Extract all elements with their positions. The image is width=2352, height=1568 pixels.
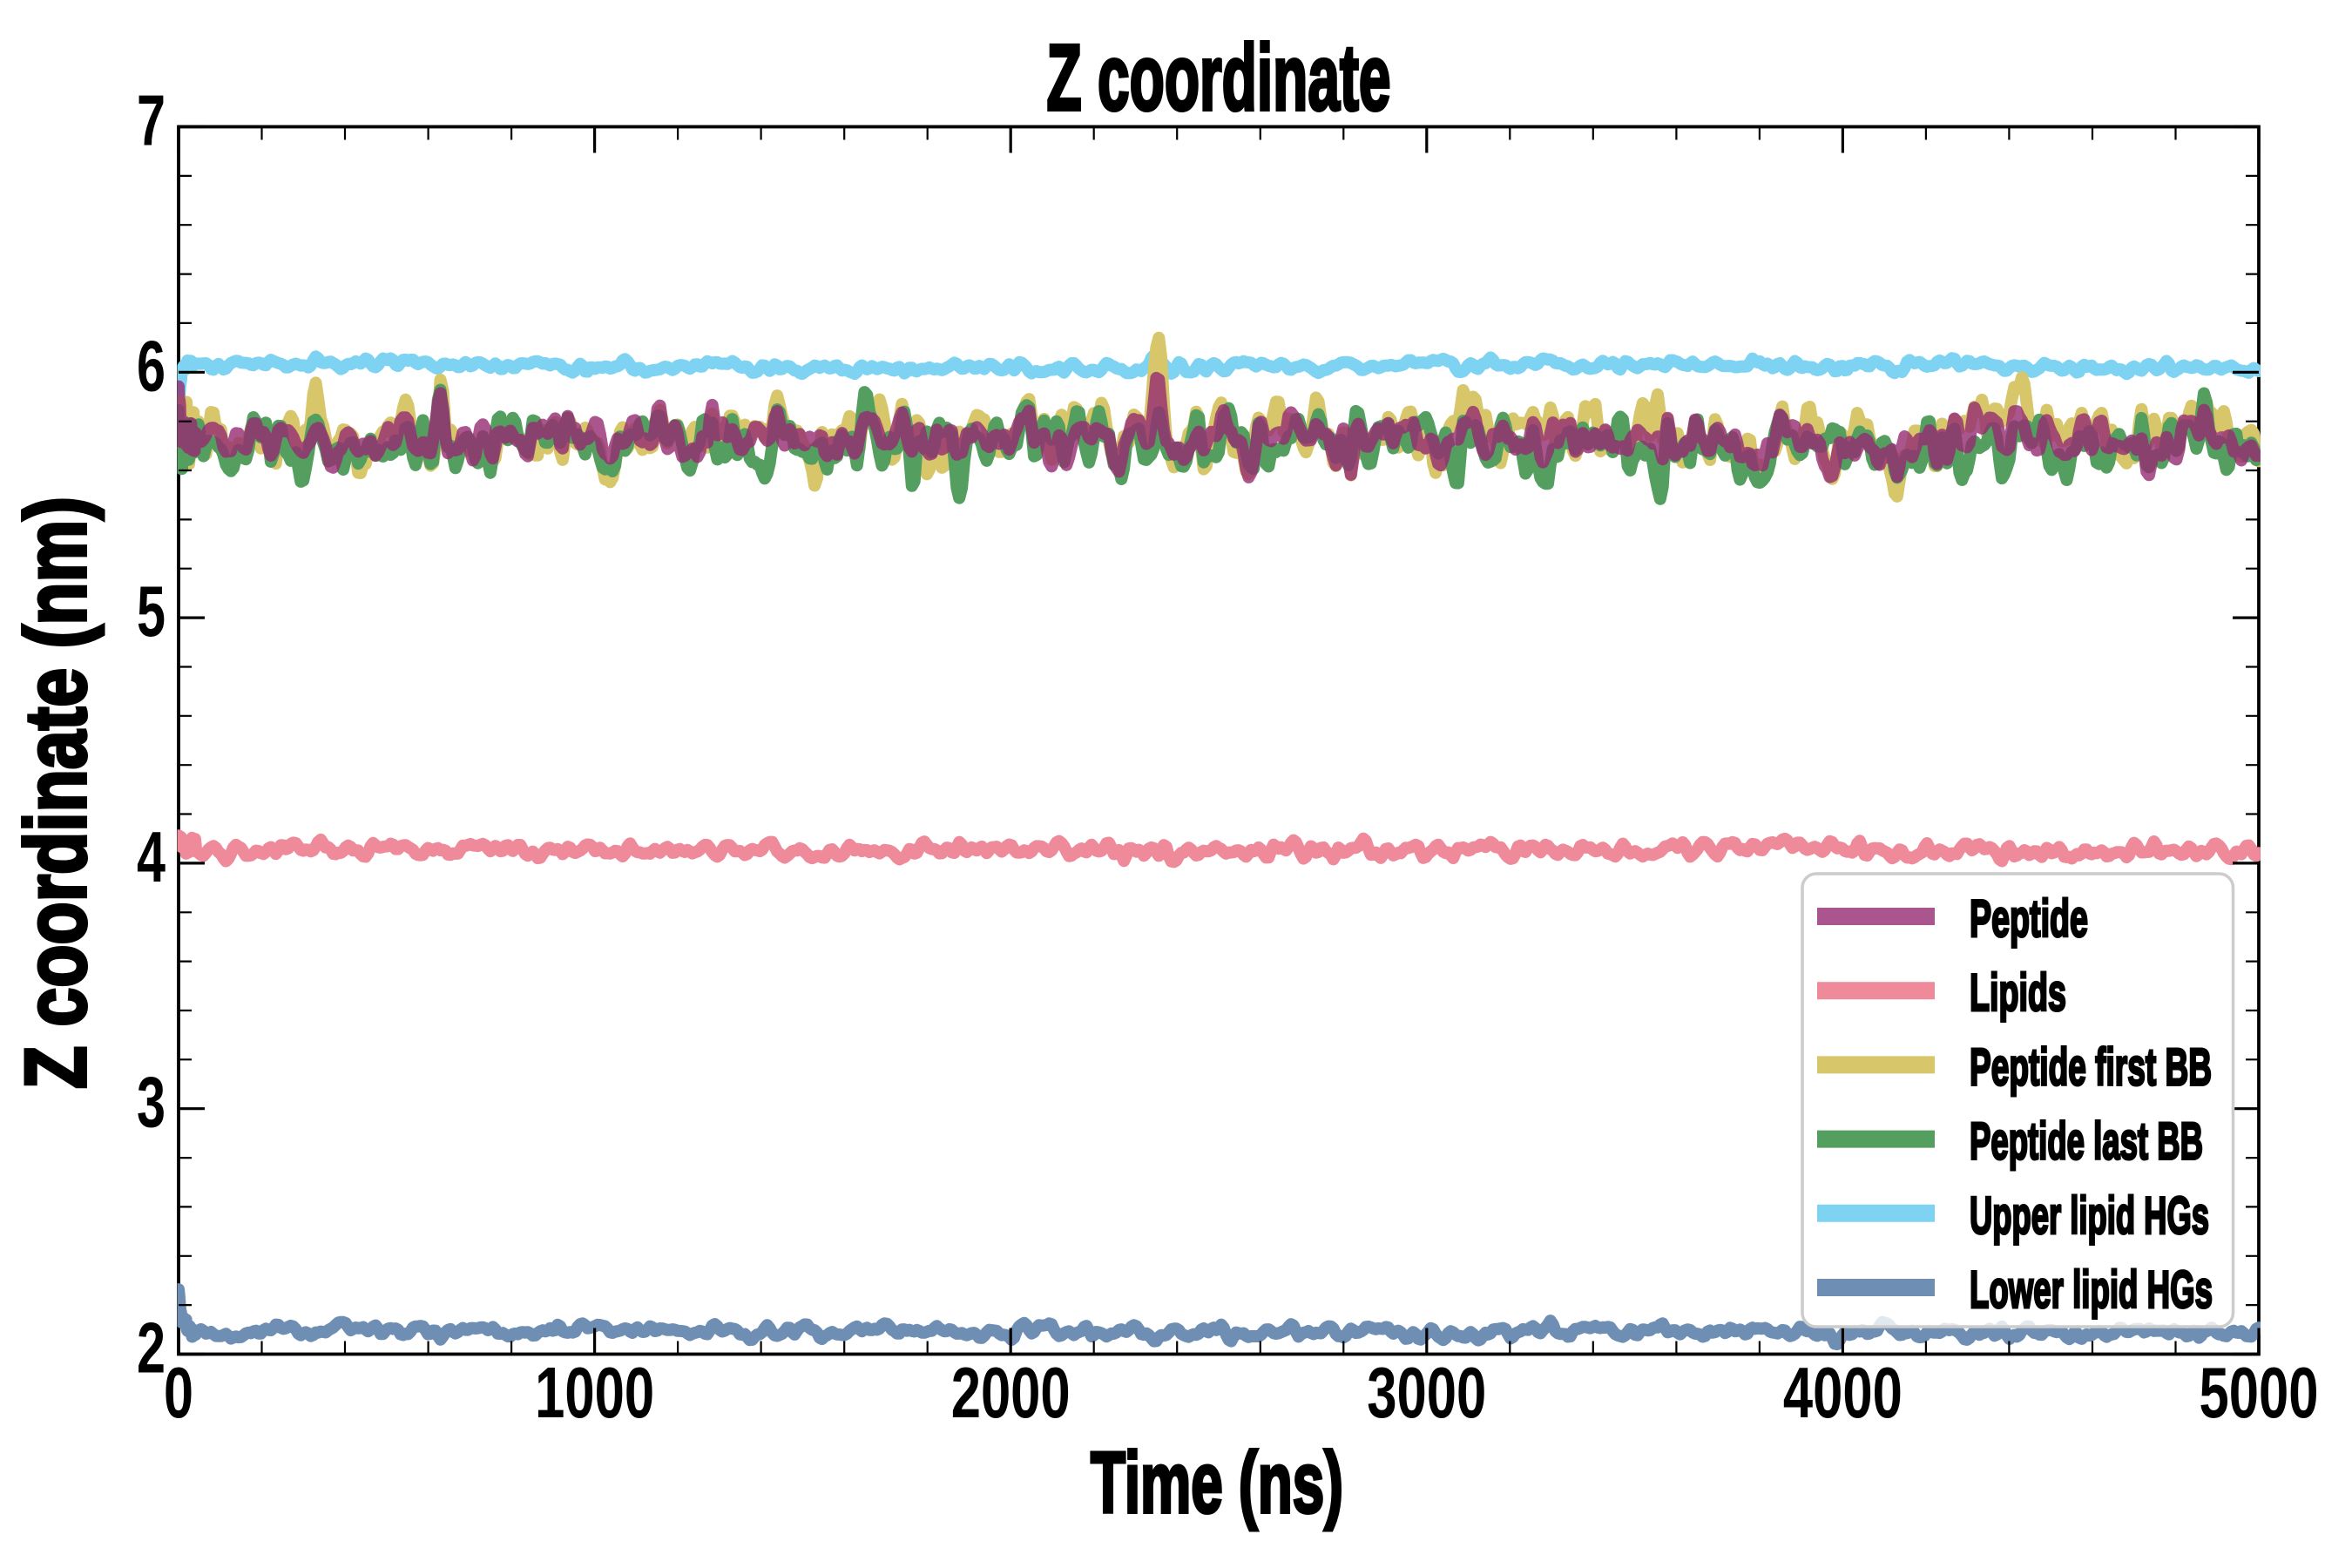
svg-text:5: 5	[137, 571, 166, 652]
svg-text:2000: 2000	[951, 1352, 1071, 1433]
svg-text:0: 0	[164, 1352, 193, 1433]
svg-text:Peptide: Peptide	[1970, 889, 2088, 948]
svg-text:Peptide last BB: Peptide last BB	[1970, 1112, 2203, 1171]
svg-text:Lower lipid HGs: Lower lipid HGs	[1970, 1260, 2213, 1319]
svg-text:Z coordinate (nm): Z coordinate (nm)	[7, 497, 104, 1089]
svg-text:6: 6	[137, 325, 166, 406]
svg-text:5000: 5000	[2200, 1352, 2319, 1433]
svg-text:Time (ns): Time (ns)	[1091, 1434, 1343, 1531]
svg-text:4: 4	[137, 816, 166, 897]
svg-text:7: 7	[137, 80, 166, 161]
svg-text:Peptide first BB: Peptide first BB	[1970, 1037, 2212, 1096]
svg-text:1000: 1000	[535, 1352, 654, 1433]
svg-text:4000: 4000	[1783, 1352, 1903, 1433]
svg-text:Upper lipid HGs: Upper lipid HGs	[1970, 1186, 2209, 1245]
svg-text:2: 2	[137, 1308, 166, 1389]
svg-text:3000: 3000	[1367, 1352, 1486, 1433]
svg-text:3: 3	[137, 1062, 166, 1143]
svg-text:Z coordinate: Z coordinate	[1047, 24, 1391, 130]
svg-text:Lipids: Lipids	[1970, 963, 2066, 1022]
